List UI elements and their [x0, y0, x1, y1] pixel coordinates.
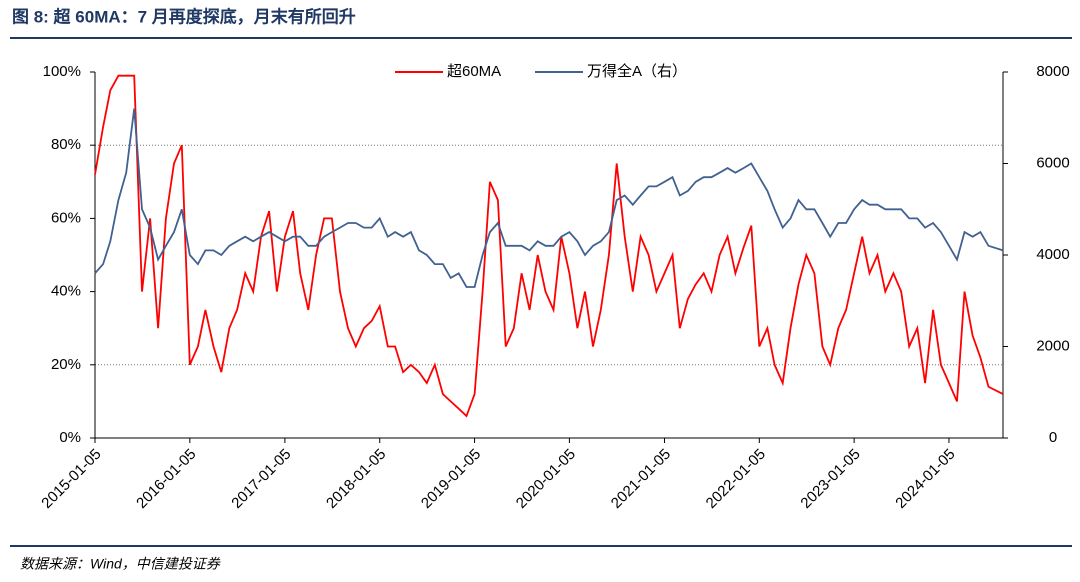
x-tick-label: 2021-01-05: [608, 446, 674, 512]
source-note: 数据来源：Wind，中信建投证券: [20, 556, 221, 572]
x-tick-label: 2016-01-05: [133, 446, 199, 512]
series-line: [94, 74, 1004, 418]
x-tick-label: 2022-01-05: [703, 446, 769, 512]
y-tick-label: 40%: [51, 283, 81, 300]
y-tick-label: 0%: [59, 429, 81, 446]
y2-tick-label: 4000: [1036, 246, 1069, 263]
legend-label: 万得全A（右）: [587, 62, 687, 80]
x-tick-label: 2018-01-05: [323, 446, 389, 512]
x-tick-label: 2020-01-05: [513, 446, 579, 512]
series-line: [94, 108, 1004, 288]
legend-label: 超60MA: [447, 63, 501, 80]
x-tick-label: 2024-01-05: [892, 446, 958, 512]
y2-tick-label: 8000: [1036, 63, 1069, 80]
chart-title: 图 8: 超 60MA：7 月再度探底，月末有所回升: [12, 6, 356, 26]
x-tick-label: 2019-01-05: [418, 446, 484, 512]
x-tick-label: 2023-01-05: [797, 446, 863, 512]
y-tick-label: 80%: [51, 136, 81, 153]
x-tick-label: 2015-01-05: [38, 446, 104, 512]
y-tick-label: 20%: [51, 356, 81, 373]
y-tick-label: 60%: [51, 209, 81, 226]
y-tick-label: 100%: [43, 63, 81, 80]
y2-tick-label: 2000: [1036, 337, 1069, 354]
y2-tick-label: 6000: [1036, 154, 1069, 171]
y2-tick-label: 0: [1049, 429, 1057, 446]
x-tick-label: 2017-01-05: [228, 446, 294, 512]
